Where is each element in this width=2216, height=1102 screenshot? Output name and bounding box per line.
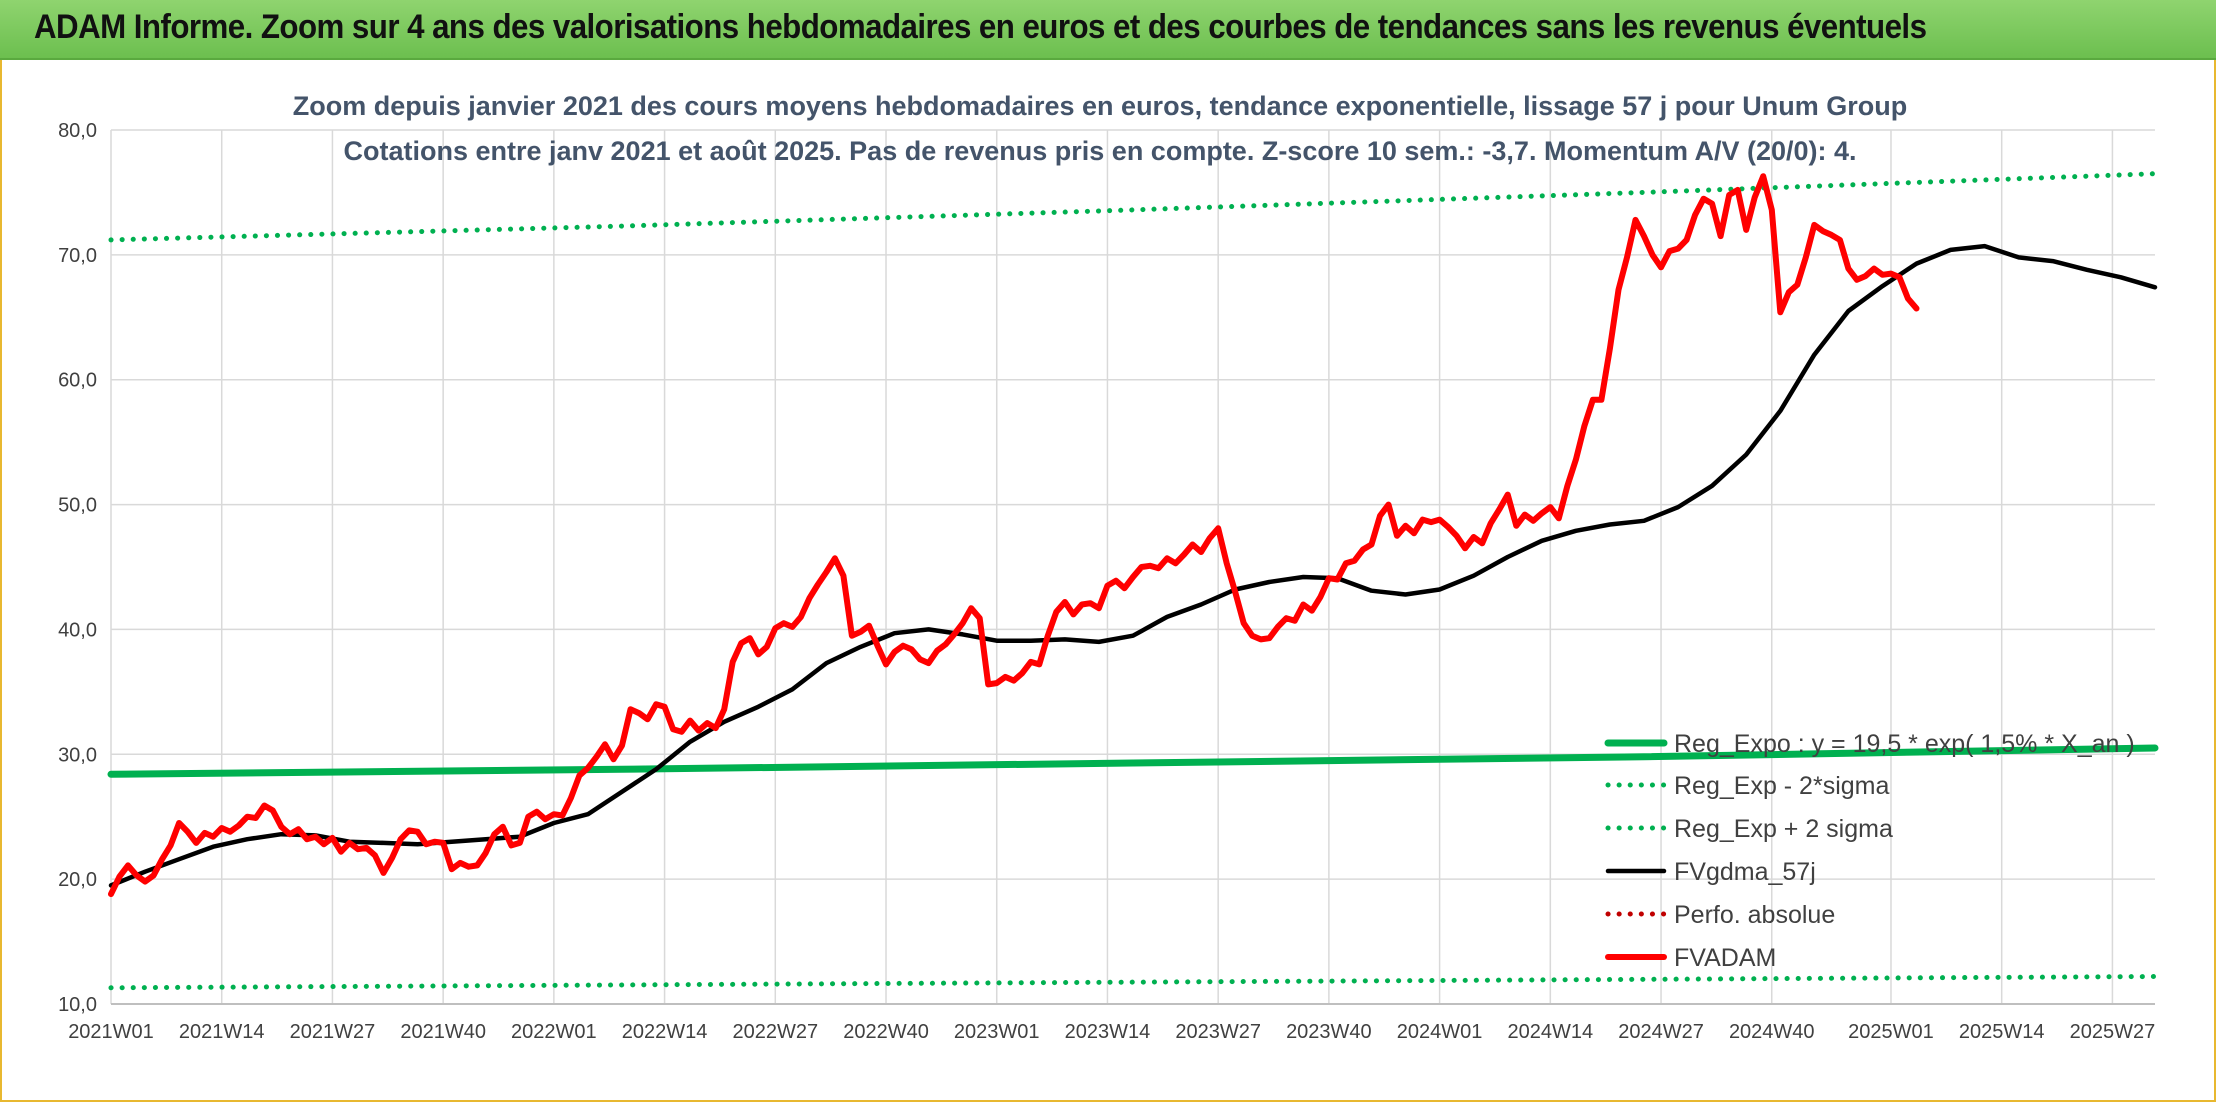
y-tick-label: 20,0 — [58, 869, 97, 891]
series-lines — [107, 171, 2159, 991]
x-tick-label: 2024W14 — [1508, 1021, 1594, 1043]
x-tick-label: 2021W01 — [68, 1021, 154, 1043]
x-tick-label: 2022W14 — [622, 1021, 708, 1043]
legend-label: FVADAM — [1674, 944, 1776, 972]
x-tick-label: 2022W01 — [511, 1021, 597, 1043]
legend-label: Reg_Exp + 2 sigma — [1674, 815, 1893, 843]
x-tick-label: 2024W40 — [1729, 1021, 1815, 1043]
x-tick-label: 2023W27 — [1175, 1021, 1261, 1043]
y-tick-label: 80,0 — [58, 120, 97, 142]
x-tick-label: 2021W40 — [400, 1021, 486, 1043]
y-tick-label: 50,0 — [58, 495, 97, 517]
y-tick-label: 40,0 — [58, 619, 97, 641]
series-line-5 — [108, 173, 1920, 898]
x-tick-label: 2025W01 — [1848, 1021, 1934, 1043]
y-tick-label: 60,0 — [58, 370, 97, 392]
x-tick-label: 2023W40 — [1286, 1021, 1372, 1043]
legend-label: FVgdma_57j — [1674, 858, 1816, 886]
y-tick-label: 10,0 — [58, 994, 97, 1016]
legend-label: Reg_Expo : y = 19,5 * exp( 1,5% * X_an ) — [1674, 730, 2135, 758]
x-tick-label: 2025W14 — [1959, 1021, 2045, 1043]
series-line-0 — [107, 744, 2159, 778]
header-bar: ADAM Informe. Zoom sur 4 ans des valoris… — [0, 0, 2216, 60]
x-tick-label: 2023W01 — [954, 1021, 1040, 1043]
x-tick-label: 2022W27 — [732, 1021, 818, 1043]
legend-label: Perfo. absolue — [1674, 901, 1835, 929]
y-axis-ticks: 10,0 20,0 30,0 40,0 50,0 60,0 70,0 80,0 — [58, 120, 97, 1016]
x-tick-label: 2024W01 — [1397, 1021, 1483, 1043]
y-tick-label: 70,0 — [58, 245, 97, 267]
x-tick-label: 2024W27 — [1618, 1021, 1704, 1043]
x-tick-label: 2021W14 — [179, 1021, 265, 1043]
series-line-2 — [108, 171, 2158, 243]
x-axis-ticks: 2021W01 2021W14 2021W27 2021W40 2022W01 2022W… — [68, 1021, 2155, 1043]
x-tick-label: 2021W27 — [290, 1021, 376, 1043]
series-line-3 — [108, 243, 2158, 888]
x-tick-label: 2022W40 — [843, 1021, 929, 1043]
chart-title-line-1: Zoom depuis janvier 2021 des cours moyen… — [293, 91, 1907, 121]
legend-label: Reg_Exp - 2*sigma — [1674, 772, 1889, 800]
chart-title-line-2: Cotations entre janv 2021 et août 2025. … — [343, 136, 1856, 166]
x-tick-label: 2023W14 — [1065, 1021, 1151, 1043]
page-title: ADAM Informe. Zoom sur 4 ans des valoris… — [34, 8, 1927, 46]
legend: Reg_Expo : y = 19,5 * exp( 1,5% * X_an )… — [1604, 730, 2135, 972]
y-tick-label: 30,0 — [58, 744, 97, 766]
series-line-1 — [108, 974, 2158, 991]
x-tick-label: 2025W27 — [2070, 1021, 2156, 1043]
